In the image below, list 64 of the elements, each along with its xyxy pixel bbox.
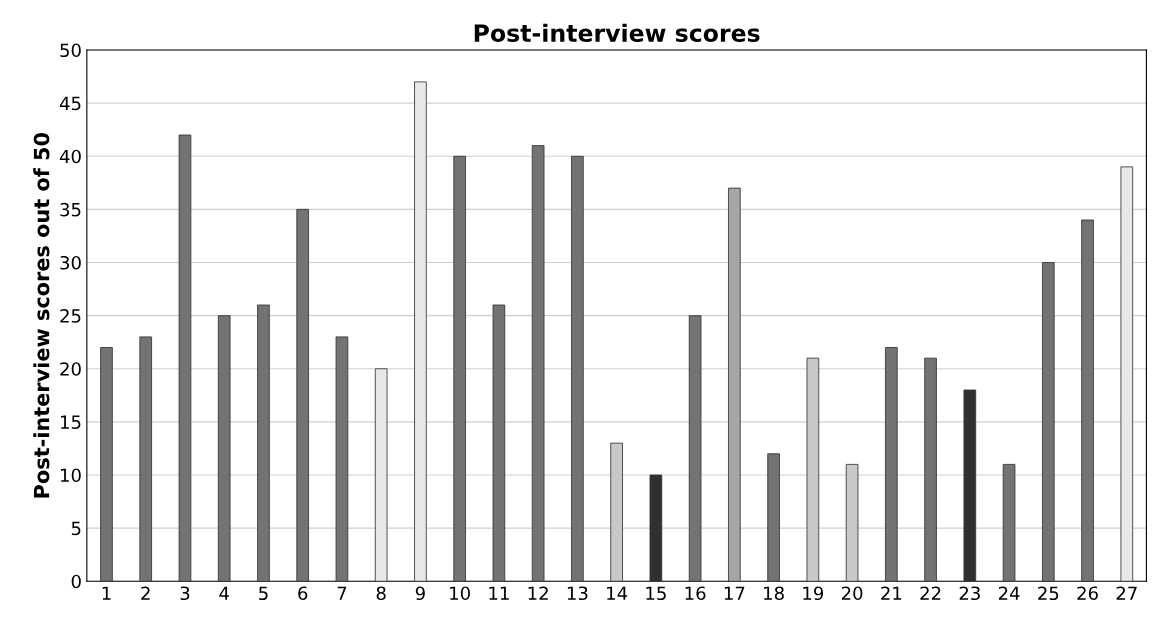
x-tick-label: 4 xyxy=(219,586,229,600)
x-tick-label: 14 xyxy=(607,586,628,600)
bar xyxy=(492,304,506,582)
y-tick-label: 10 xyxy=(61,468,81,483)
x-tick-label: 22 xyxy=(920,586,941,600)
y-tick-label: 15 xyxy=(61,415,81,429)
bar xyxy=(649,474,663,582)
x-tick-label: 11 xyxy=(489,586,509,600)
bar xyxy=(374,368,388,582)
y-tick-label: 50 xyxy=(60,43,81,58)
bar xyxy=(178,134,192,582)
bar xyxy=(335,336,349,582)
x-tick-label: 5 xyxy=(259,586,268,601)
x-tick-label: 26 xyxy=(1077,586,1098,601)
x-tick-label: 9 xyxy=(415,586,425,601)
x-tick-label: 17 xyxy=(724,586,745,600)
x-tick-label: 13 xyxy=(567,586,588,601)
x-tick-label: 2 xyxy=(141,586,150,600)
bar xyxy=(571,155,584,582)
bar xyxy=(453,155,466,582)
y-tick-label: 0 xyxy=(71,574,81,589)
x-tick-label: 8 xyxy=(376,586,386,601)
x-tick-label: 15 xyxy=(646,586,666,601)
bar xyxy=(924,357,937,582)
x-tick-label: 10 xyxy=(450,586,470,601)
bar xyxy=(963,389,977,582)
bar xyxy=(1042,262,1055,582)
bar xyxy=(767,453,780,582)
x-tick-label: 7 xyxy=(337,586,347,600)
y-tick-label: 35 xyxy=(60,202,81,217)
bar xyxy=(885,347,898,582)
y-tick-label: 40 xyxy=(59,149,81,164)
x-tick-label: 12 xyxy=(528,586,548,600)
bar xyxy=(296,208,309,582)
x-tick-label: 27 xyxy=(1116,586,1137,600)
x-tick-label: 24 xyxy=(998,586,1020,600)
y-tick-label: 20 xyxy=(60,362,81,376)
bar xyxy=(139,336,153,582)
bar xyxy=(1002,463,1016,582)
x-tick-label: 21 xyxy=(881,586,902,600)
y-tick-label: 30 xyxy=(60,255,81,270)
bar xyxy=(531,145,545,582)
x-tick-label: 6 xyxy=(298,586,308,601)
y-tick-label: 5 xyxy=(71,521,81,536)
x-tick-label: 3 xyxy=(180,586,190,601)
bar xyxy=(1120,166,1134,582)
x-tick-label: 18 xyxy=(764,586,784,601)
bar xyxy=(1081,219,1094,582)
x-tick-label: 23 xyxy=(959,586,980,601)
x-tick-label: 19 xyxy=(803,586,824,601)
x-tick-label: 25 xyxy=(1038,586,1059,601)
x-tick-label: 20 xyxy=(841,586,863,601)
bar xyxy=(688,315,702,582)
bar xyxy=(728,187,741,582)
y-tick-label: 25 xyxy=(60,309,81,323)
bar xyxy=(100,347,113,582)
bar xyxy=(257,304,270,582)
x-tick-label: 1 xyxy=(102,586,111,600)
x-tick-label: 16 xyxy=(685,586,706,601)
bar xyxy=(217,315,231,582)
chart-title: Post-interview scores xyxy=(474,23,760,42)
y-axis-title: Post-interview scores out of 50 xyxy=(33,132,50,498)
y-tick-label: 45 xyxy=(59,96,81,111)
bar xyxy=(414,81,427,582)
